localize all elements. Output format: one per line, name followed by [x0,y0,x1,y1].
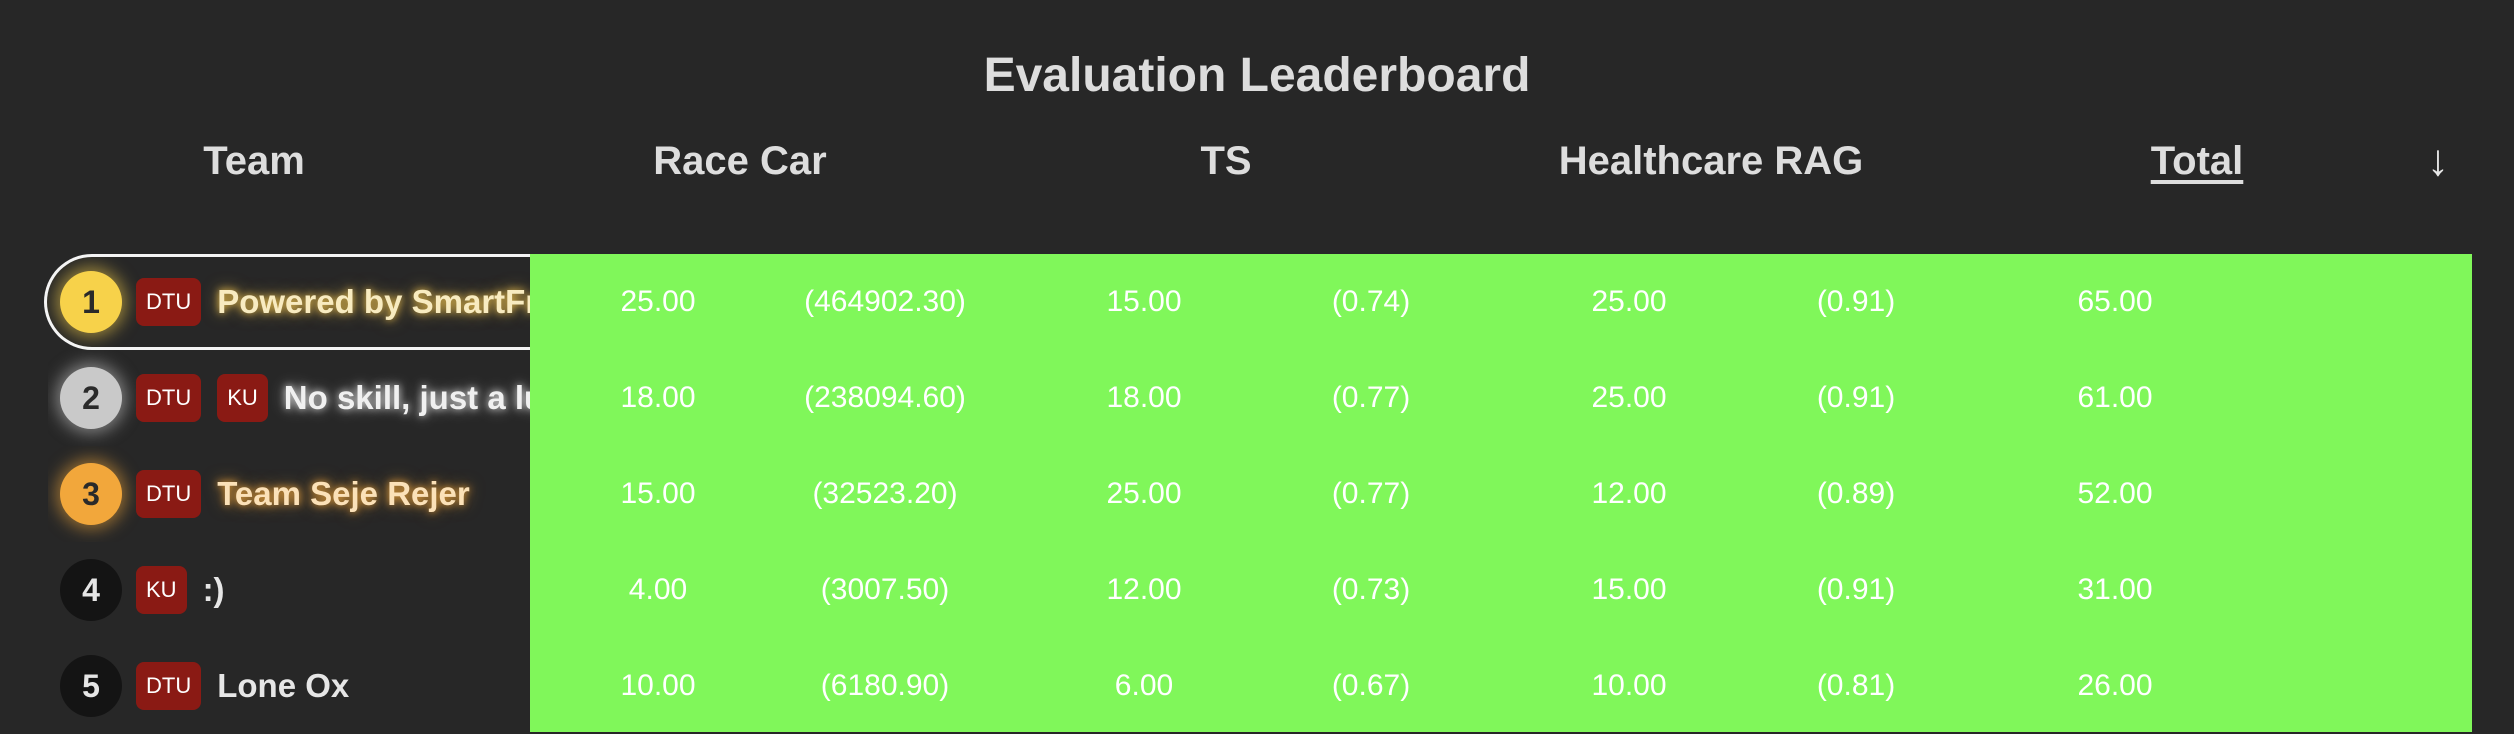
race-car-score: 10.00 [620,669,696,702]
rank-badge: 2 [60,367,122,429]
column-header-ts[interactable]: TS [1200,139,1252,183]
table-row[interactable]: 2 DTU KU No skill, just a lu 18.00 (238094.60… [0,350,2514,446]
team-cell: 2 DTU KU No skill, just a lu [48,350,530,446]
healthcare-rag-raw: (0.89) [1816,477,1896,510]
race-car-score: 18.00 [620,381,696,414]
race-car-score: 25.00 [620,285,696,318]
total-score: 65.00 [2077,285,2153,318]
ts-raw: (0.77) [1331,381,1411,414]
team-name: Lone Ox [217,667,350,704]
column-header-race-car[interactable]: Race Car [653,139,827,183]
race-car-raw: (464902.30) [804,285,966,318]
rank-badge: 4 [60,559,122,621]
team-cell: 3 DTU Team Seje Rejer [48,446,530,542]
total-score: 52.00 [2077,477,2153,510]
team-cell: 5 DTU Lone Ox [48,638,530,734]
team-name: :) [202,571,225,608]
race-car-raw: (32523.20) [812,477,958,510]
healthcare-rag-score: 12.00 [1591,477,1667,510]
rank-badge: 1 [60,271,122,333]
healthcare-rag-raw: (0.91) [1816,285,1896,318]
ts-raw: (0.77) [1331,477,1411,510]
ts-raw: (0.73) [1331,573,1411,606]
rank-badge: 5 [60,655,122,717]
ts-raw: (0.74) [1331,285,1411,318]
ts-score: 12.00 [1106,573,1182,606]
team-cell: 4 KU:) [48,542,530,638]
score-area [530,254,2472,732]
ts-score: 6.00 [1114,669,1174,702]
race-car-score: 15.00 [620,477,696,510]
university-badge: DTU [136,662,202,710]
healthcare-rag-raw: (0.81) [1816,669,1896,702]
race-car-raw: (238094.60) [804,381,966,414]
page-title: Evaluation Leaderboard [983,49,1531,102]
team-name: Team Seje Rejer [217,475,470,512]
ts-score: 18.00 [1106,381,1182,414]
team-name: No skill, just a lu [283,379,530,416]
university-badge: KU [136,566,187,614]
race-car-raw: (3007.50) [820,573,950,606]
table-row[interactable]: 1 DTU Powered by SmartFr 25.00 (464902.30) 15… [0,254,2514,350]
total-score: 61.00 [2077,381,2153,414]
university-badge: KU [217,374,268,422]
team-name: Powered by SmartFr [217,283,530,320]
ts-score: 15.00 [1106,285,1182,318]
race-car-raw: (6180.90) [820,669,950,702]
team-cell: 1 DTU Powered by SmartFr [44,254,530,350]
race-car-score: 4.00 [628,573,688,606]
column-header-healthcare-rag[interactable]: Healthcare RAG [1558,139,1864,183]
table-row[interactable]: 4 KU:) 4.00 (3007.50) 12.00 (0.73) 15.00 (0.91)… [0,542,2514,638]
healthcare-rag-raw: (0.91) [1816,381,1896,414]
column-header-team[interactable]: Team [203,139,305,183]
university-badge: DTU [136,278,202,326]
healthcare-rag-score: 25.00 [1591,381,1667,414]
total-score: 26.00 [2077,669,2153,702]
university-badge: DTU [136,374,202,422]
column-header-total[interactable]: Total [2150,139,2244,183]
healthcare-rag-score: 25.00 [1591,285,1667,318]
ts-score: 25.00 [1106,477,1182,510]
healthcare-rag-score: 10.00 [1591,669,1667,702]
university-badge: DTU [136,470,202,518]
total-score: 31.00 [2077,573,2153,606]
rank-badge: 3 [60,463,122,525]
table-row[interactable]: 5 DTU Lone Ox 10.00 (6180.90) 6.00 (0.67) 10.00… [0,638,2514,734]
healthcare-rag-score: 15.00 [1591,573,1667,606]
sort-descending-icon[interactable]: ↓ [2427,136,2449,185]
ts-raw: (0.67) [1331,669,1411,702]
healthcare-rag-raw: (0.91) [1816,573,1896,606]
table-row[interactable]: 3 DTU Team Seje Rejer 15.00 (32523.20) 25.00 (… [0,446,2514,542]
